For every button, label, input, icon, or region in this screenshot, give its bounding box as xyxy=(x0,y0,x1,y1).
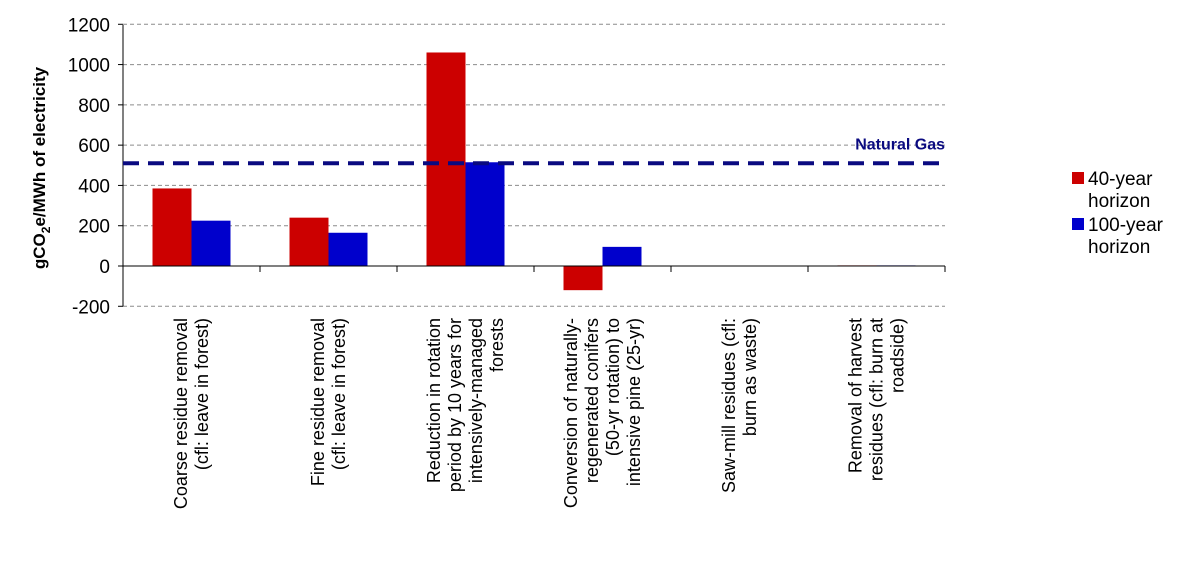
category-label-line: Saw-mill residues (cfl: xyxy=(719,318,739,493)
category-label-line: burn as waste) xyxy=(740,318,760,436)
category-label-3: Reduction in rotation period by 10 years … xyxy=(424,318,507,492)
y-tick-label: 0 xyxy=(99,257,110,278)
category-label-line: Reduction in rotation xyxy=(424,318,444,483)
category-label-line: forests xyxy=(487,318,507,372)
bar-100yr-3 xyxy=(465,162,505,266)
category-label-line: (50-yr rotation) to xyxy=(603,318,623,456)
y-tick-label: 1200 xyxy=(68,15,110,36)
y-tick-label: 1000 xyxy=(68,56,110,77)
natural-gas-label: Natural Gas xyxy=(855,136,945,153)
category-label-line: Coarse residue removal xyxy=(171,318,191,509)
category-label-line: (cfl: leave in forest) xyxy=(192,318,212,470)
bar-40yr-4 xyxy=(563,266,603,291)
category-label-5: Saw-mill residues (cfl: burn as waste) xyxy=(719,318,760,493)
category-label-1: Coarse residue removal (cfl: leave in for… xyxy=(171,318,212,509)
y-tick-label: 600 xyxy=(78,136,110,157)
category-label-line: period by 10 years for xyxy=(445,318,465,492)
y-tick-label: 200 xyxy=(78,217,110,238)
category-label-line: regenerated conifers xyxy=(582,318,602,483)
y-tick-label: -200 xyxy=(72,297,110,318)
y-tick-label: 800 xyxy=(78,96,110,117)
category-label-2: Fine residue removal (cfl: leave in fores… xyxy=(308,318,349,486)
legend-label: 100-year xyxy=(1088,215,1164,236)
natural-gas-reference: Natural Gas xyxy=(123,136,945,166)
category-label-line: Conversion of naturally- xyxy=(561,318,581,508)
bar-40yr-1 xyxy=(152,188,192,266)
gridlines xyxy=(123,23,945,307)
y-tick-label: 400 xyxy=(78,176,110,197)
bar-100yr-4 xyxy=(602,246,642,266)
category-label-4: Conversion of naturally-regenerated coni… xyxy=(561,318,644,508)
y-axis-label: gCO2e/MWh of electricity xyxy=(30,66,53,269)
category-label-line: roadside) xyxy=(888,318,908,393)
bar-40yr-2 xyxy=(289,217,329,266)
bar-100yr-1 xyxy=(191,220,231,266)
legend-label: horizon xyxy=(1088,237,1150,258)
bars xyxy=(152,52,916,291)
category-labels: Coarse residue removal (cfl: leave in for… xyxy=(171,318,908,509)
bar-100yr-2 xyxy=(328,232,368,266)
legend-swatch xyxy=(1072,172,1084,184)
category-label-line: Removal of harvest xyxy=(846,318,866,473)
category-label-line: (cfl: leave in forest) xyxy=(329,318,349,470)
bar-40yr-3 xyxy=(426,52,466,267)
legend-label: horizon xyxy=(1088,191,1150,212)
category-label-line: intensively-managed xyxy=(466,318,486,483)
category-label-line: Fine residue removal xyxy=(308,318,328,486)
legend-label: 40-year xyxy=(1088,169,1153,190)
legend-swatch xyxy=(1072,218,1084,230)
axes xyxy=(118,23,946,307)
category-label-line: intensive pine (25-yr) xyxy=(624,318,644,486)
category-label-line: residues (cfl: burn at xyxy=(867,318,887,481)
category-label-6: Removal of harvest residues (cfl: burn at… xyxy=(846,318,908,481)
y-tick-labels: -200 0 200 400 600 800 1000 1200 xyxy=(68,15,110,318)
